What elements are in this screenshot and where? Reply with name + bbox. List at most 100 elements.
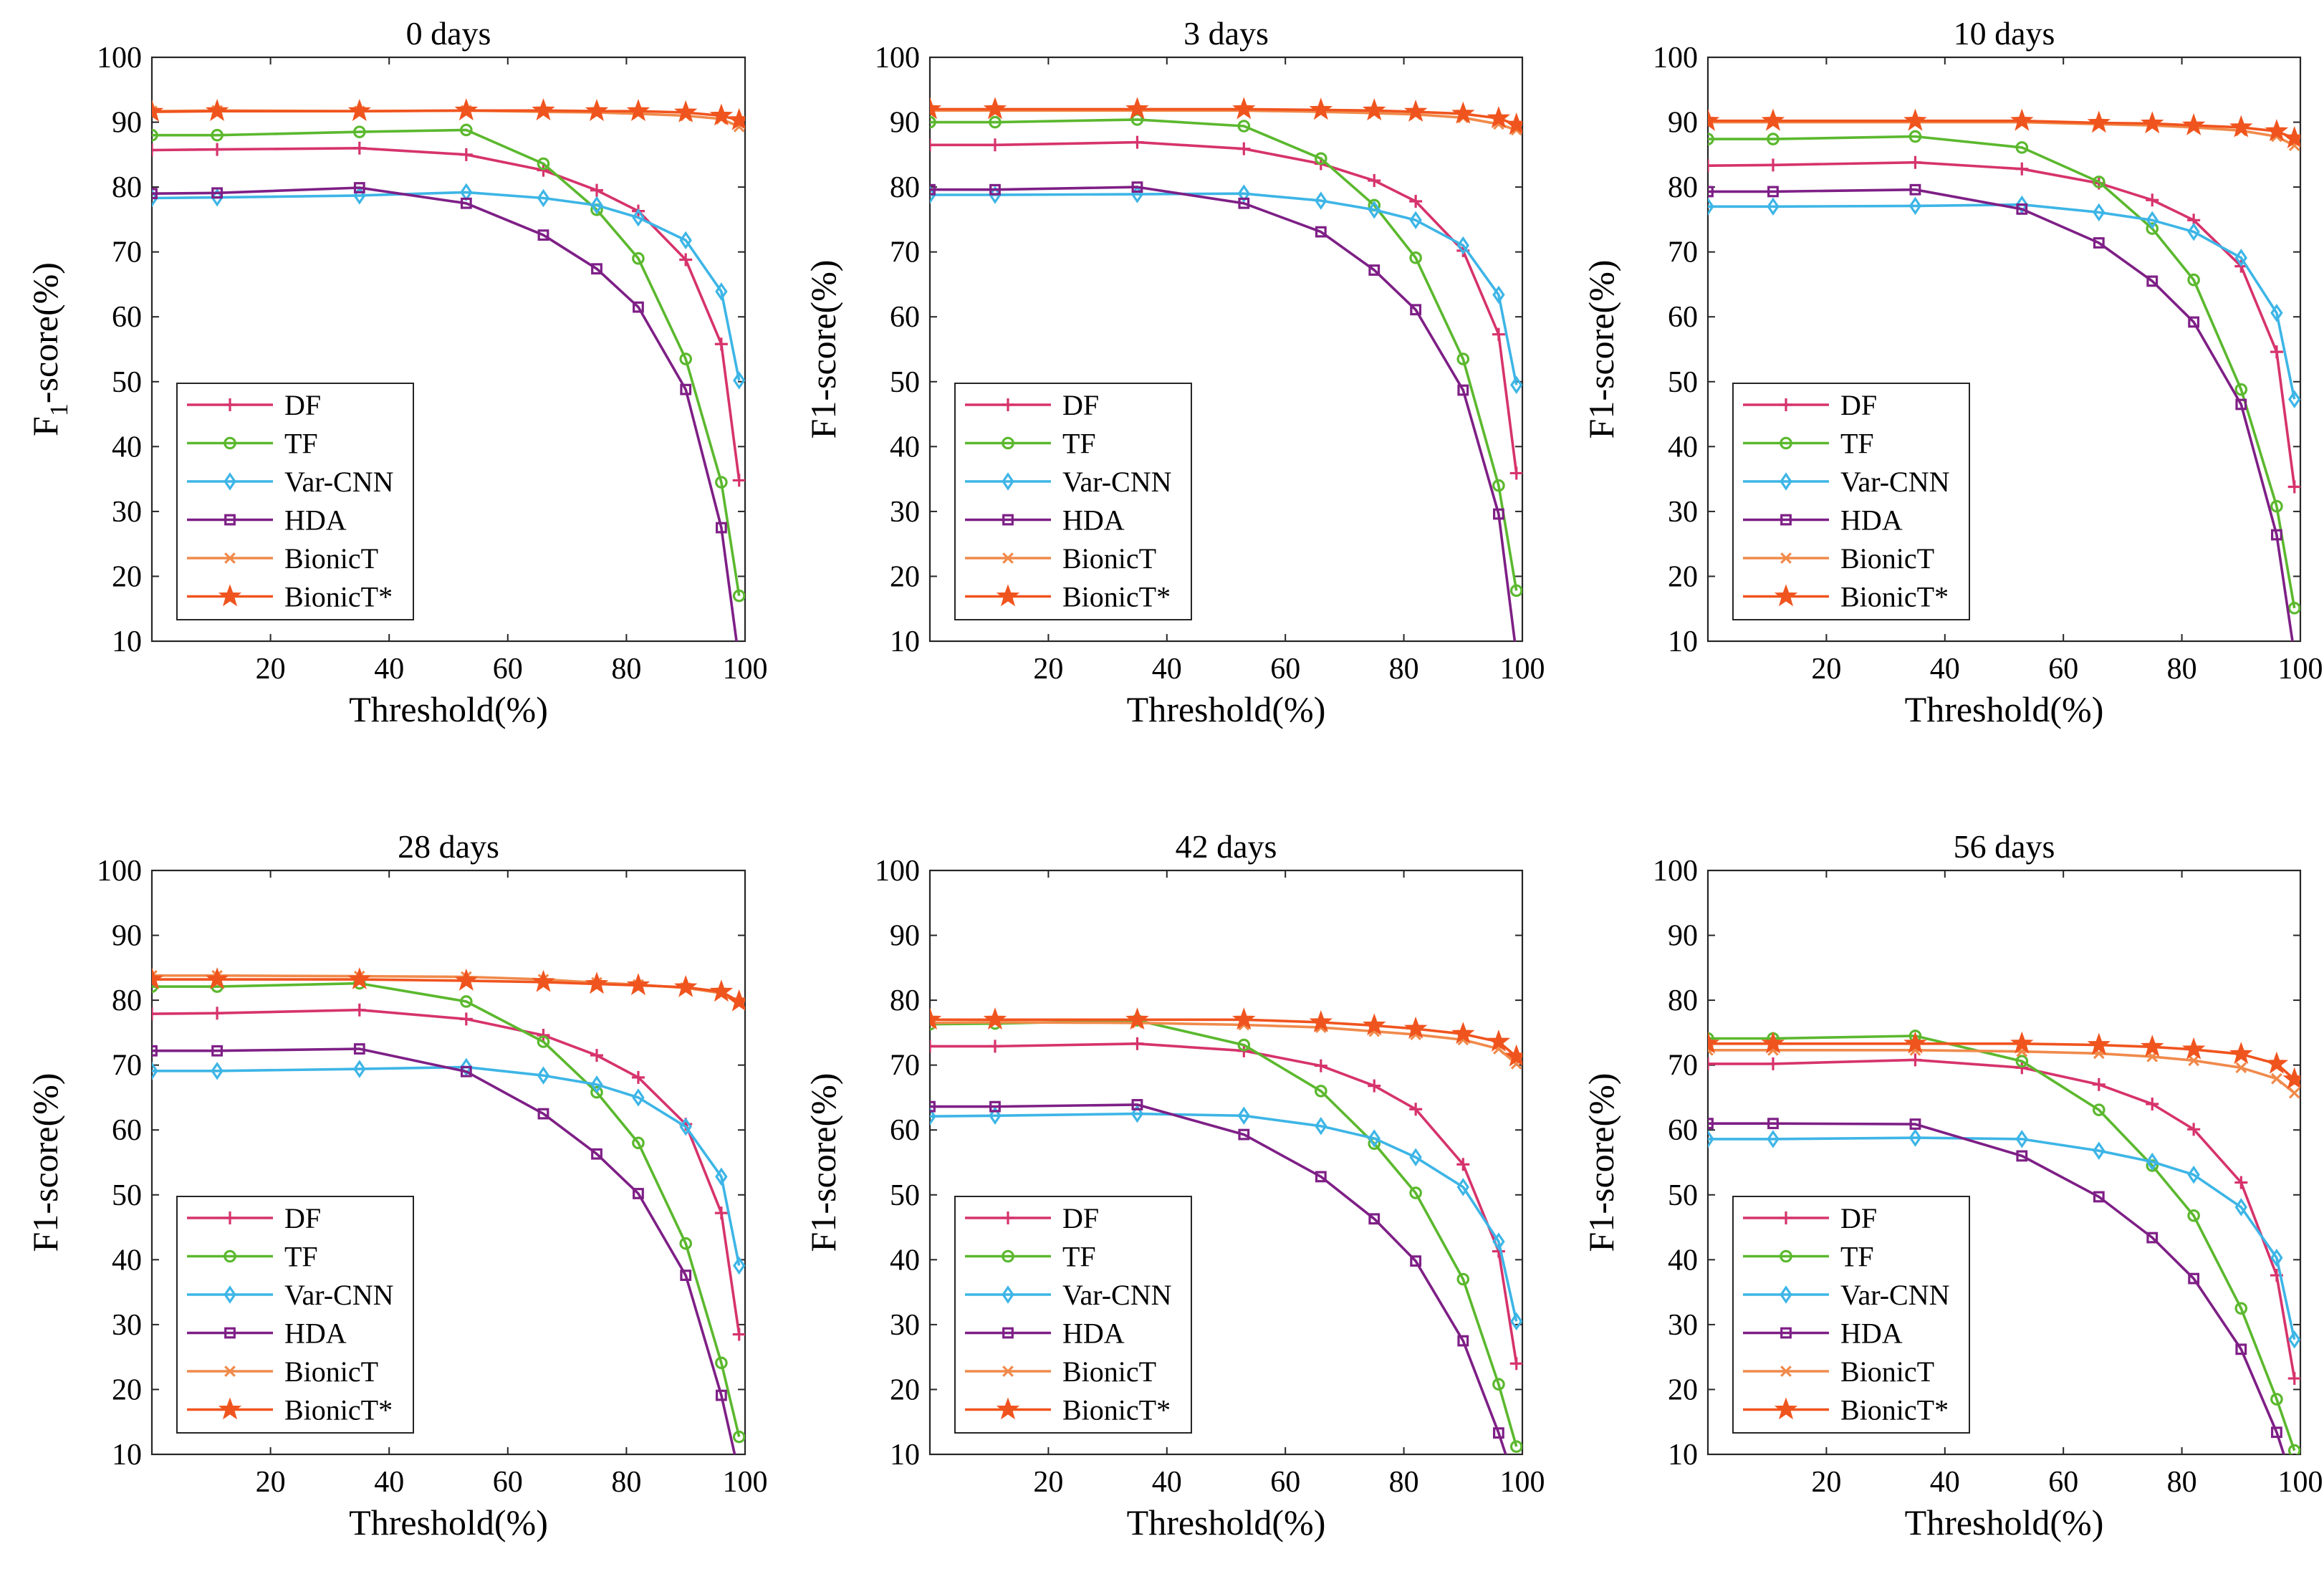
x-axis-label: Threshold(%) xyxy=(1905,689,2104,729)
data-point xyxy=(1130,113,1144,126)
chart-panel-2: 10 20 30 40 50 60 70 80 90 100 20 40 60 80 100 3 days Th… xyxy=(803,15,1545,729)
data-point xyxy=(1237,120,1251,133)
data-point xyxy=(2288,1087,2300,1099)
legend-marker xyxy=(224,398,236,411)
y-tick-label: 40 xyxy=(1668,1244,1698,1277)
legend-item: BionicT* xyxy=(965,1394,1171,1426)
legend-item: Var-CNN xyxy=(965,466,1172,498)
series-line xyxy=(152,1047,736,1454)
series-bionict- xyxy=(1708,1031,2300,1090)
plot-area xyxy=(1706,869,2302,1456)
data-point xyxy=(632,1136,645,1150)
data-point xyxy=(2146,193,2159,207)
legend-item: TF xyxy=(1743,428,1874,460)
data-point xyxy=(2140,1035,2164,1057)
data-point xyxy=(1708,197,1714,216)
y-tick-label: 70 xyxy=(112,236,142,269)
data-point xyxy=(1130,1104,1144,1123)
data-point xyxy=(1368,264,1381,276)
data-point xyxy=(2270,499,2283,513)
legend-label: TF xyxy=(1062,428,1096,460)
data-point xyxy=(1908,1128,1922,1147)
legend: DF TF Var-CNN HDA BionicT BionicT* xyxy=(1732,383,1970,620)
y-tick-label: 40 xyxy=(890,431,920,464)
data-point xyxy=(989,186,1002,204)
data-point xyxy=(1451,1022,1475,1044)
legend-marker xyxy=(1002,436,1014,450)
data-point xyxy=(1767,1130,1780,1148)
y-tick-label: 90 xyxy=(1668,920,1698,953)
data-point xyxy=(2015,1061,2029,1075)
data-point xyxy=(631,1070,645,1084)
data-point xyxy=(2140,111,2164,134)
data-point xyxy=(205,967,229,989)
data-point xyxy=(632,208,645,227)
data-point xyxy=(1908,196,1922,216)
legend-label: Var-CNN xyxy=(1062,1279,1172,1311)
legend-item: Var-CNN xyxy=(187,466,394,498)
data-point xyxy=(1510,375,1522,395)
data-point xyxy=(633,1188,644,1199)
data-point xyxy=(1510,1312,1522,1331)
legend-marker xyxy=(996,584,1020,607)
x-tick-label: 60 xyxy=(493,653,523,686)
data-point xyxy=(2146,1232,2159,1244)
legend-item: TF xyxy=(1743,1241,1874,1273)
data-point xyxy=(2265,1051,2289,1074)
data-point xyxy=(585,99,609,122)
data-point xyxy=(537,1066,550,1085)
legend-marker xyxy=(1780,1366,1792,1377)
data-point xyxy=(714,1206,728,1220)
data-point xyxy=(1492,1232,1505,1251)
legend-item: HDA xyxy=(1743,1318,1903,1350)
legend-item: TF xyxy=(965,1241,1096,1273)
data-point xyxy=(1492,1378,1505,1391)
data-point xyxy=(1456,1178,1469,1196)
y-tick-label: 20 xyxy=(890,1373,920,1406)
series-line xyxy=(1708,1122,2285,1454)
series-line xyxy=(152,1008,741,1335)
y-tick-label: 60 xyxy=(1668,301,1698,334)
data-point xyxy=(353,1043,365,1055)
legend: DF TF Var-CNN HDA BionicT BionicT* xyxy=(954,1196,1192,1434)
series-df xyxy=(152,141,745,487)
data-point xyxy=(1368,201,1381,219)
y-axis-label: F1-score(%) xyxy=(803,1073,843,1252)
data-point xyxy=(205,99,229,122)
legend-item: BionicT* xyxy=(187,581,393,613)
series-line xyxy=(930,107,1517,126)
data-point xyxy=(1410,304,1422,316)
legend-label: TF xyxy=(1840,1241,1874,1273)
data-point xyxy=(1403,1016,1428,1039)
y-tick-label: 80 xyxy=(890,171,920,204)
data-point xyxy=(2015,195,2028,214)
data-point xyxy=(709,103,734,126)
y-tick-label: 40 xyxy=(112,1244,142,1277)
data-point xyxy=(2270,304,2283,322)
legend-box xyxy=(1732,1196,1970,1434)
data-point xyxy=(626,973,650,996)
data-point xyxy=(1409,211,1422,230)
series-bionict xyxy=(930,1017,1522,1070)
data-point xyxy=(673,100,698,123)
legend: DF TF Var-CNN HDA BionicT BionicT* xyxy=(176,1196,414,1434)
series-line xyxy=(1708,203,2296,400)
data-point xyxy=(2187,1209,2200,1222)
data-point xyxy=(1767,197,1780,216)
data-point xyxy=(537,1108,549,1120)
legend-label: BionicT xyxy=(1062,1355,1156,1388)
x-tick-label: 20 xyxy=(1811,653,1841,686)
data-point xyxy=(1509,1357,1522,1371)
x-axis-label: Threshold(%) xyxy=(349,1502,548,1542)
legend-item: TF xyxy=(965,428,1096,460)
data-point xyxy=(1125,97,1149,120)
data-point xyxy=(537,1035,550,1048)
data-point xyxy=(2287,602,2300,615)
data-point xyxy=(2270,1248,2283,1267)
data-point xyxy=(715,522,727,534)
data-point xyxy=(2234,1198,2247,1217)
data-point xyxy=(1315,1117,1327,1136)
legend-marker xyxy=(224,472,236,491)
data-point xyxy=(1509,584,1522,598)
plot-area xyxy=(1706,56,2302,643)
